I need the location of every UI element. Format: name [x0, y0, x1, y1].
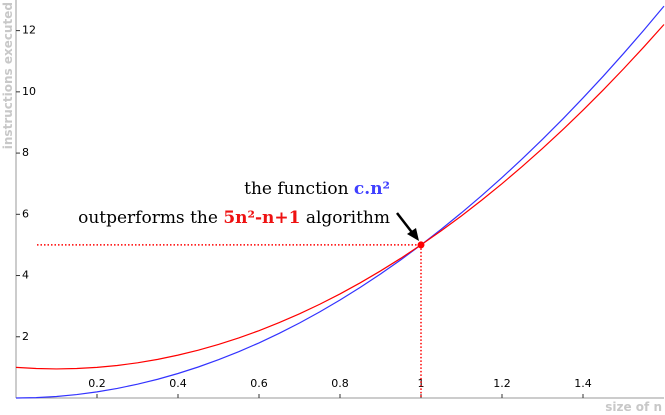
- x-tick-label: 0.2: [88, 377, 106, 390]
- x-tick-label: 0.8: [331, 377, 349, 390]
- annotation-text: outperforms the: [78, 208, 223, 228]
- arrow-head: [407, 228, 419, 241]
- y-tick-label: 10: [22, 85, 36, 98]
- y-tick-label: 8: [22, 146, 29, 159]
- annotation-highlight: 5n²-n+1: [223, 208, 300, 228]
- y-tick-label: 12: [22, 24, 36, 37]
- y-axis-label: instructions executed: [1, 2, 15, 149]
- x-tick-label: 1: [418, 377, 425, 390]
- y-tick-label: 6: [22, 207, 29, 220]
- x-axis-label: size of n: [605, 400, 662, 414]
- y-tick-label: 2: [22, 330, 29, 343]
- annotation: outperforms the 5n²-n+1 algorithm: [78, 208, 390, 228]
- annotation: the function c.n²: [244, 179, 390, 199]
- y-tick-label: 4: [22, 269, 29, 282]
- x-tick-label: 0.4: [169, 377, 187, 390]
- line: [15, 24, 665, 370]
- annotation-text: the function: [244, 179, 354, 199]
- annotation-highlight: c.n²: [354, 179, 390, 199]
- highlight-point: [417, 241, 425, 249]
- x-tick-label: 0.6: [250, 377, 268, 390]
- x-tick-label: 1.4: [574, 377, 592, 390]
- line: [15, 5, 665, 399]
- x-tick-label: 1.2: [493, 377, 511, 390]
- annotation-text: algorithm: [300, 208, 390, 228]
